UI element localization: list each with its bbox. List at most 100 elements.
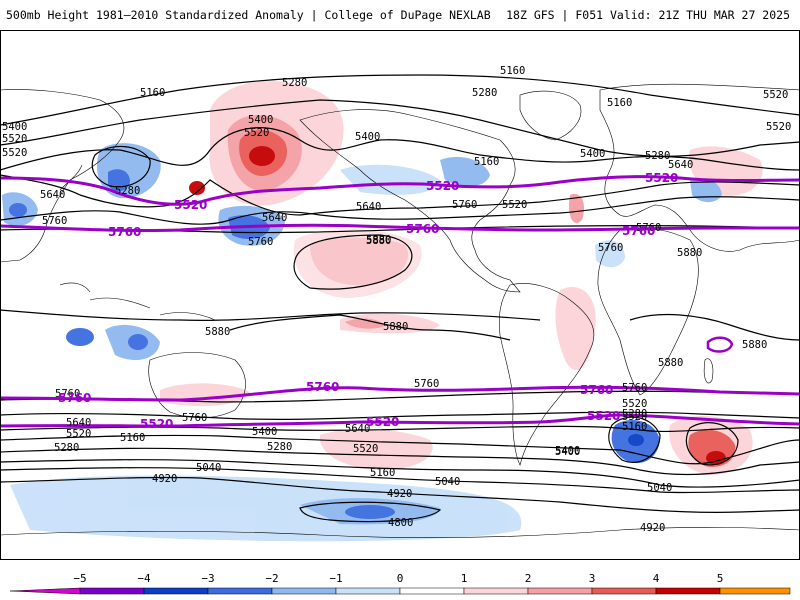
contour-label: 5760: [622, 382, 647, 394]
contour-label: 5640: [345, 423, 370, 435]
colorbar-tick-label: −3: [201, 572, 214, 585]
anomaly-area-pos-atl: [569, 193, 585, 223]
colorbar-swatch: [463, 587, 529, 595]
coast-madagascar: [703, 358, 714, 384]
contour-5160-north: [0, 74, 800, 126]
highlight-contour-5520-south: [0, 413, 800, 428]
contour-label: 5400: [555, 445, 580, 457]
contour-5880-africa: [629, 313, 800, 341]
colorbar-swatch: [591, 587, 657, 595]
contour-label: 5280: [267, 441, 292, 453]
colorbar-tick-label: −4: [137, 572, 151, 585]
anomaly-area-neg-africa: [595, 240, 625, 268]
anomaly-area-neg-antarctic: [10, 475, 522, 542]
colorbar-swatch: [399, 587, 465, 595]
contour-label: 5760: [248, 236, 273, 248]
colorbar-tick-label: 1: [461, 572, 468, 585]
contour-label: 5880: [366, 235, 391, 247]
coast-indonesia: [59, 282, 216, 321]
anomaly-min-trop-2: [66, 328, 94, 346]
contour-5280-north: [0, 99, 800, 157]
height-contours: [0, 74, 800, 523]
contour-label: 5280: [282, 77, 307, 89]
anomaly-area-neg-na: [340, 164, 440, 195]
anomaly-shading: [2, 81, 763, 542]
highlight-contours: [0, 175, 800, 428]
contour-label: 5040: [435, 476, 460, 488]
highlight-label: 5520: [426, 179, 459, 193]
contour-5640-north: [0, 196, 800, 225]
contour-label: 5760: [598, 242, 623, 254]
contour-label: 5400: [580, 148, 605, 160]
coast-antarctica: [0, 526, 800, 539]
contour-5880-pac: [293, 234, 413, 290]
contour-label: 5880: [658, 357, 683, 369]
contour-label: 5520: [622, 411, 647, 423]
contour-5160-south: [0, 459, 800, 488]
contour-label: 5160: [120, 432, 145, 444]
contour-label: 5400: [555, 446, 580, 458]
contour-label: 5880: [383, 321, 408, 333]
contour-label: 5760: [452, 199, 477, 211]
coast-greenland: [519, 90, 582, 141]
highlight-contour-5760-africa: [706, 336, 734, 353]
highlight-label: 5520: [366, 415, 399, 429]
highlight-label: 5520: [645, 171, 678, 185]
contour-4800-antarctic: [299, 501, 442, 523]
contour-low-sio: [685, 422, 739, 466]
contour-label: 5280: [622, 408, 647, 420]
coast-asia-west: [0, 89, 125, 263]
colorbar-swatch: [9, 587, 81, 595]
colorbar-tick-label: −2: [265, 572, 278, 585]
map-title: 500mb Height 1981–2010 Standardized Anom…: [6, 8, 491, 22]
contour-label: 5640: [262, 212, 287, 224]
coast-south-america: [499, 283, 595, 466]
highlight-label: 5760: [58, 391, 91, 405]
highlight-label: 5760: [622, 224, 655, 238]
anomaly-map: 5160 5280 5400 5520 5640 5760 5880 5160 …: [0, 30, 800, 560]
contour-label: 5760: [636, 222, 661, 234]
contour-label: 5880: [366, 234, 391, 246]
contour-label: 5880: [205, 326, 230, 338]
coast-eurasia: [599, 83, 800, 252]
contour-5040-south: [0, 467, 800, 494]
colorbar-tick-label: 0: [397, 572, 404, 585]
contour-low-nwpac: [91, 145, 151, 188]
contour-label: 5400: [355, 131, 380, 143]
colorbar-swatch: [335, 587, 401, 595]
contour-label: 5160: [622, 421, 647, 433]
contour-label: 5520: [502, 199, 527, 211]
contour-label: 5880: [742, 339, 767, 351]
colorbar-tick-label: 4: [653, 572, 660, 585]
anomaly-area-pos-tpac-2: [345, 318, 385, 329]
highlight-label: 5520: [140, 417, 173, 431]
contour-label: 4920: [640, 522, 665, 534]
contour-label: 5760: [182, 412, 207, 424]
highlight-label: 5520: [174, 198, 207, 212]
colorbar-swatch: [655, 587, 721, 595]
contour-label: 5040: [196, 462, 221, 474]
highlight-label: 5520: [587, 409, 620, 423]
coastlines: [0, 83, 800, 539]
contour-5400-north: [0, 127, 800, 171]
contour-label: 5760: [414, 378, 439, 390]
contour-label: 5280: [115, 185, 140, 197]
contour-label: 5520: [66, 428, 91, 440]
anomaly-area-neg-npac-2: [108, 169, 130, 192]
contour-5640-south: [0, 411, 800, 420]
contour-5400-south: [0, 434, 800, 465]
contour-label: 5640: [40, 189, 65, 201]
anomaly-area-pos-sh-belt: [319, 428, 433, 470]
colorbar-swatch: [143, 587, 209, 595]
colorbar-swatch: [271, 587, 337, 595]
contour-label: 5760: [55, 388, 80, 400]
contour-label: 5400: [248, 114, 273, 126]
contour-label: 5640: [356, 201, 381, 213]
anomaly-min-wpac: [9, 203, 27, 217]
highlight-labels: 5520 5520 5520 5760 5760 5760 5760 5760 …: [58, 171, 678, 431]
contour-label: 5640: [668, 159, 693, 171]
contour-label: 5520: [244, 127, 269, 139]
contour-label: 5640: [66, 417, 91, 429]
map-background: [0, 30, 800, 560]
header-bar: 500mb Height 1981–2010 Standardized Anom…: [0, 0, 800, 30]
